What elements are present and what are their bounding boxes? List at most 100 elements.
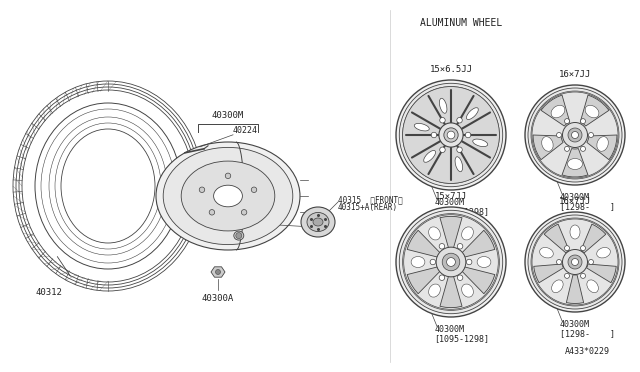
Ellipse shape: [541, 137, 553, 151]
Circle shape: [252, 187, 257, 192]
Circle shape: [557, 260, 561, 264]
Text: 15×7JJ: 15×7JJ: [435, 192, 467, 201]
Circle shape: [564, 246, 570, 251]
Ellipse shape: [411, 257, 425, 267]
Circle shape: [399, 83, 502, 187]
Ellipse shape: [234, 231, 244, 240]
Text: [1298-    ]: [1298- ]: [560, 202, 615, 211]
Ellipse shape: [552, 280, 563, 293]
Circle shape: [580, 273, 586, 278]
Circle shape: [589, 132, 593, 138]
Ellipse shape: [551, 105, 565, 118]
Ellipse shape: [455, 157, 463, 172]
Circle shape: [457, 147, 462, 153]
Circle shape: [564, 119, 570, 124]
Text: 40300A: 40300A: [202, 294, 234, 303]
Circle shape: [465, 132, 471, 138]
Circle shape: [572, 131, 579, 138]
Circle shape: [399, 210, 502, 314]
Circle shape: [439, 123, 463, 147]
Ellipse shape: [429, 284, 440, 297]
Text: [1298-    ]: [1298- ]: [560, 329, 615, 338]
Ellipse shape: [307, 212, 329, 231]
Ellipse shape: [477, 257, 491, 267]
Circle shape: [568, 255, 582, 269]
Polygon shape: [407, 267, 440, 294]
Text: 40224: 40224: [233, 126, 258, 135]
Text: 40300M: 40300M: [435, 325, 465, 334]
Ellipse shape: [181, 161, 275, 231]
Circle shape: [440, 147, 445, 153]
Circle shape: [580, 146, 586, 151]
Circle shape: [439, 275, 445, 280]
Circle shape: [458, 275, 463, 280]
Ellipse shape: [585, 105, 599, 118]
Polygon shape: [541, 95, 570, 126]
Circle shape: [236, 232, 242, 238]
Polygon shape: [580, 95, 609, 126]
Polygon shape: [440, 276, 462, 308]
Polygon shape: [566, 275, 584, 304]
Ellipse shape: [163, 147, 293, 245]
Text: 16×7JJ: 16×7JJ: [559, 70, 591, 79]
Circle shape: [564, 146, 570, 151]
Circle shape: [431, 132, 436, 138]
Ellipse shape: [424, 150, 436, 162]
Circle shape: [440, 118, 445, 123]
Ellipse shape: [540, 247, 554, 258]
Ellipse shape: [440, 98, 447, 113]
Circle shape: [447, 257, 456, 266]
Circle shape: [447, 131, 455, 139]
Circle shape: [531, 91, 619, 179]
Text: 40300M: 40300M: [435, 198, 465, 207]
Circle shape: [439, 244, 445, 249]
Text: 40315  （FRONT）: 40315 （FRONT）: [338, 195, 403, 204]
Circle shape: [199, 187, 205, 192]
Circle shape: [403, 87, 499, 183]
Circle shape: [589, 260, 593, 264]
Circle shape: [531, 218, 619, 306]
Circle shape: [557, 132, 561, 138]
Polygon shape: [587, 135, 617, 160]
Polygon shape: [462, 230, 495, 257]
Ellipse shape: [429, 227, 440, 240]
Circle shape: [563, 122, 588, 148]
Polygon shape: [462, 267, 495, 294]
Circle shape: [225, 173, 231, 179]
Circle shape: [564, 273, 570, 278]
Ellipse shape: [156, 142, 300, 250]
Ellipse shape: [313, 218, 323, 226]
Circle shape: [457, 118, 462, 123]
Ellipse shape: [61, 129, 155, 243]
Circle shape: [580, 246, 586, 251]
Text: [1095-1298]: [1095-1298]: [435, 207, 490, 216]
Text: 40312: 40312: [36, 288, 63, 296]
Text: ALUMINUM WHEEL: ALUMINUM WHEEL: [420, 18, 502, 28]
Circle shape: [403, 214, 499, 310]
Ellipse shape: [461, 227, 474, 240]
Polygon shape: [581, 224, 606, 253]
Circle shape: [467, 259, 472, 265]
Circle shape: [209, 209, 214, 215]
Ellipse shape: [301, 207, 335, 237]
Ellipse shape: [214, 185, 243, 207]
Text: 15×6.5JJ: 15×6.5JJ: [429, 65, 472, 74]
Circle shape: [396, 207, 506, 317]
Polygon shape: [211, 267, 225, 277]
Ellipse shape: [473, 139, 488, 147]
Ellipse shape: [597, 137, 608, 151]
Text: 40311: 40311: [147, 144, 172, 153]
Circle shape: [532, 219, 618, 305]
Ellipse shape: [461, 284, 474, 297]
Polygon shape: [533, 135, 563, 160]
Ellipse shape: [568, 158, 582, 170]
Ellipse shape: [467, 108, 478, 119]
Circle shape: [563, 250, 588, 275]
Polygon shape: [440, 217, 462, 248]
Circle shape: [458, 244, 463, 249]
Circle shape: [442, 253, 460, 271]
Polygon shape: [587, 264, 616, 283]
Polygon shape: [562, 148, 588, 177]
Circle shape: [436, 247, 466, 277]
Text: 16×7JJ: 16×7JJ: [559, 197, 591, 206]
